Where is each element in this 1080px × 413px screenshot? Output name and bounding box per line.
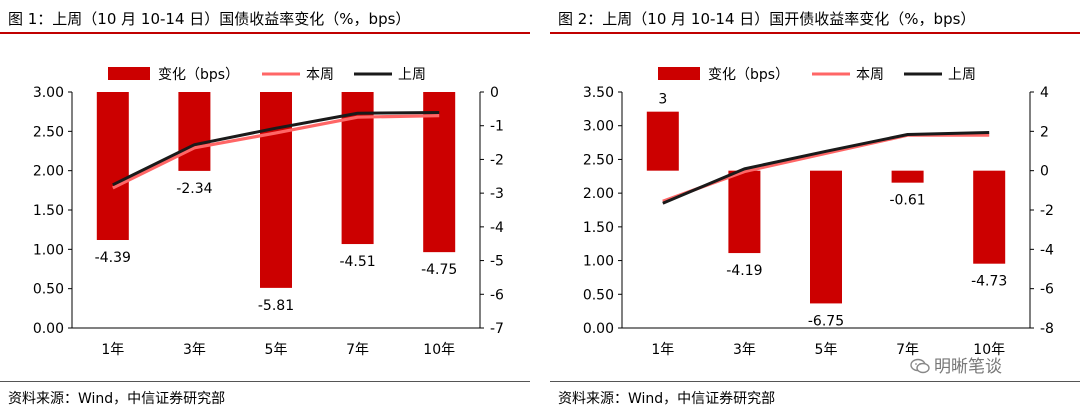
y-right-tick-label: -3 (490, 186, 504, 202)
bar (178, 92, 211, 171)
x-tick-label: 5年 (815, 342, 838, 358)
bar-data-label: -4.73 (971, 274, 1007, 290)
legend-swatch-bar (108, 67, 150, 80)
x-tick-label: 7年 (346, 342, 369, 358)
chart-title-2: 图 2：上周（10 月 10-14 日）国开债收益率变化（%，bps） (558, 10, 976, 28)
x-tick-label: 1年 (101, 342, 124, 358)
y-right-tick-label: 0 (1040, 164, 1049, 180)
legend-label-this-week: 本周 (856, 67, 884, 83)
y-right-tick-label: -5 (490, 254, 504, 270)
x-tick-label: 3年 (733, 342, 756, 358)
bar-data-label: 3 (658, 92, 667, 108)
bar-data-label: -2.34 (176, 181, 212, 197)
y-right-tick-label: -2 (490, 152, 504, 168)
bar-data-label: -4.51 (339, 254, 375, 270)
y-left-tick-label: 2.50 (583, 152, 614, 168)
bar (728, 170, 761, 254)
bar-data-label: -4.75 (421, 262, 457, 278)
y-left-tick-label: 3.00 (583, 119, 614, 135)
y-left-tick-label: 3.50 (583, 85, 614, 101)
legend-label-last-week: 上周 (948, 67, 976, 83)
y-left-tick-label: 0.50 (33, 282, 64, 298)
source-divider-2 (550, 381, 1080, 382)
chart-panel-1: 图 1：上周（10 月 10-14 日）国债收益率变化（%，bps） 变化（bp… (0, 0, 530, 413)
y-right-tick-label: 0 (490, 85, 499, 101)
bar-data-label: -4.19 (726, 263, 762, 279)
chart-2: 变化（bps） 本周 上周 0.00 0.50 1.00 1.50 2.00 2.50 3.00 3… (583, 67, 1054, 358)
y-right-tick-label: -6 (490, 287, 504, 303)
y-right-tick-label: -4 (1040, 242, 1054, 258)
y-right-tick-label: 2 (1040, 124, 1049, 140)
bar (973, 170, 1006, 264)
x-tick-label: 5年 (265, 342, 288, 358)
wechat-icon (910, 358, 930, 374)
legend-label-this-week: 本周 (306, 67, 334, 83)
chart-source-1: 资料来源：Wind，中信证券研究部 (8, 391, 226, 407)
legend-label-last-week: 上周 (398, 67, 426, 83)
bar (260, 92, 292, 288)
y-left-tick-label: 0.00 (583, 321, 614, 337)
y-right-tick-label: -7 (490, 321, 504, 337)
x-tick-label: 3年 (183, 342, 206, 358)
watermark-text: 明晰笔谈 (934, 357, 1002, 377)
y-left-tick-label: 1.00 (33, 242, 64, 258)
bar (891, 170, 924, 183)
chart-source-2: 资料来源：Wind，中信证券研究部 (558, 391, 776, 407)
legend-label-bar: 变化（bps） (158, 67, 239, 83)
y-left-tick-label: 1.50 (33, 203, 64, 219)
y-right-tick-label: -4 (490, 220, 504, 236)
bar (423, 92, 456, 253)
x-tick-label: 10年 (973, 342, 1005, 358)
chart-panel-2: 图 2：上周（10 月 10-14 日）国开债收益率变化（%，bps） 变化（b… (550, 0, 1080, 413)
bar-data-label: -4.39 (95, 250, 131, 266)
legend-label-bar: 变化（bps） (708, 67, 789, 83)
bar (810, 170, 842, 304)
y-right-tick-label: -1 (490, 119, 504, 135)
bar (96, 92, 129, 241)
y-right-tick-label: -6 (1040, 282, 1054, 298)
chart-title-1: 图 1：上周（10 月 10-14 日）国债收益率变化（%，bps） (8, 10, 411, 28)
legend-swatch-bar (658, 67, 700, 80)
y-left-tick-label: 0.00 (33, 321, 64, 337)
y-right-tick-label: -2 (1040, 203, 1054, 219)
y-left-tick-label: 2.00 (33, 164, 64, 180)
x-tick-label: 7年 (896, 342, 919, 358)
y-left-tick-label: 1.50 (583, 220, 614, 236)
title-divider-2 (550, 32, 1080, 34)
bar-data-label: -5.81 (258, 298, 294, 314)
x-tick-label: 1年 (651, 342, 674, 358)
y-left-tick-label: 3.00 (33, 85, 64, 101)
chart-1: 变化（bps） 本周 上周 0.00 0.50 1.00 1.50 2.00 2.50 3.00 -… (33, 67, 504, 358)
title-divider-1 (0, 32, 530, 34)
x-tick-label: 10年 (423, 342, 455, 358)
bar-data-label: -6.75 (808, 313, 844, 329)
y-left-tick-label: 0.50 (583, 287, 614, 303)
y-left-tick-label: 2.00 (583, 186, 614, 202)
y-right-tick-label: -8 (1040, 321, 1054, 337)
bar (646, 111, 679, 171)
y-right-tick-label: 4 (1040, 85, 1049, 101)
y-left-tick-label: 2.50 (33, 124, 64, 140)
source-divider-1 (0, 381, 530, 382)
bar-data-label: -0.61 (889, 193, 925, 209)
y-left-tick-label: 1.00 (583, 254, 614, 270)
watermark: 明晰笔谈 (910, 352, 1002, 377)
